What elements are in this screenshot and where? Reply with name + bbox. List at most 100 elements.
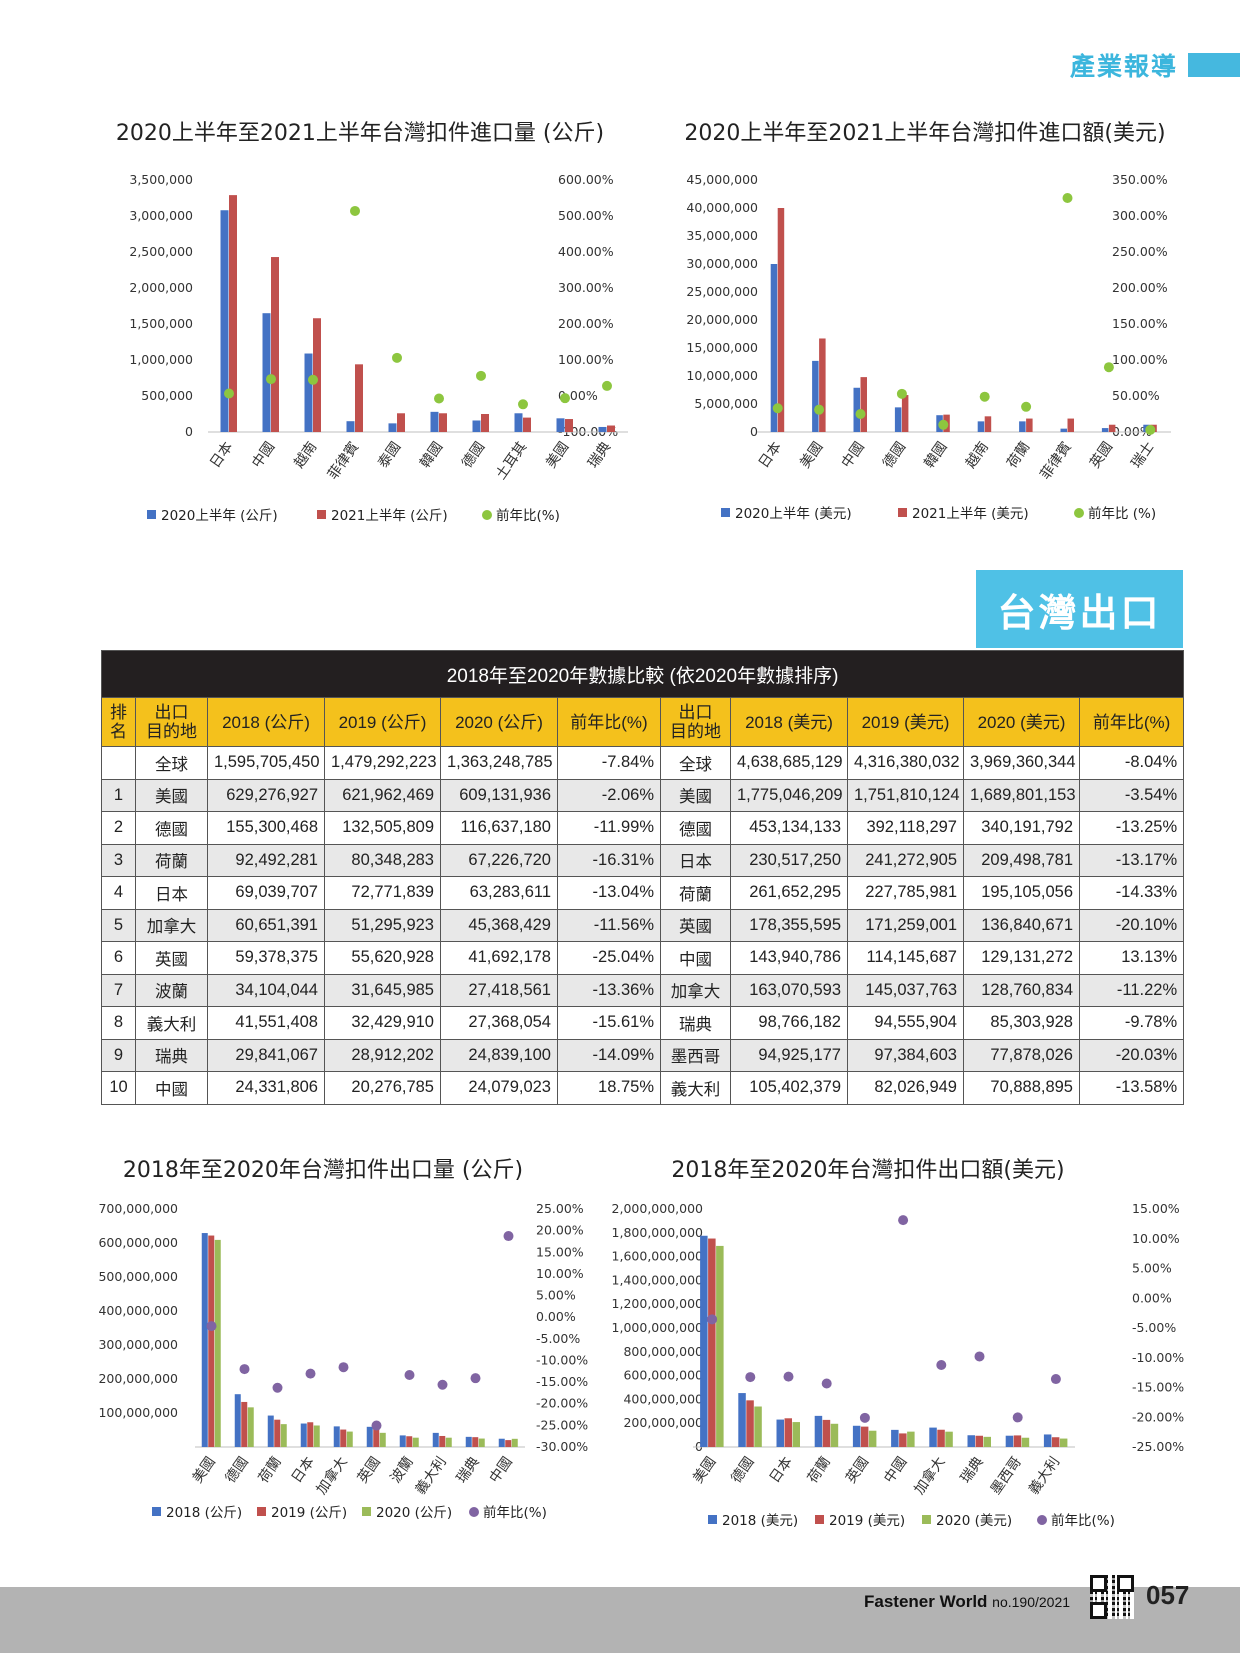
export-section-banner: 台灣出口 bbox=[976, 570, 1183, 648]
table-cell: 英國 bbox=[135, 941, 208, 975]
y-tick-label: 1,600,000,000 bbox=[612, 1249, 703, 1264]
bar bbox=[262, 313, 271, 432]
table-header-cell: 出口 目的地 bbox=[660, 697, 731, 747]
table-cell: 241,272,905 bbox=[847, 843, 964, 877]
import-volume-chart: 2020上半年至2021上半年台灣扣件進口量 (公斤) 3,500,000 3,00… bbox=[90, 118, 650, 528]
category-label: 美國 bbox=[543, 439, 572, 471]
table-cell: 1,775,046,209 bbox=[730, 778, 848, 812]
section-header-label: 產業報導 bbox=[1069, 52, 1178, 81]
category-label: 義大利 bbox=[1025, 1454, 1063, 1498]
y2-tick-label: -5.00% bbox=[1132, 1320, 1176, 1335]
table-header-label: 2019 (美元) bbox=[861, 712, 950, 732]
import-value-chart: 2020上半年至2021上半年台灣扣件進口額(美元) 45,000,000 40,0… bbox=[665, 118, 1185, 528]
y2-tick-label: 0.00% bbox=[536, 1309, 576, 1324]
table-cell: 621,962,469 bbox=[324, 778, 441, 812]
table-cell: 20,276,785 bbox=[324, 1071, 441, 1105]
table-cell: 45,368,429 bbox=[440, 908, 558, 942]
y-tick-label: 2,000,000 bbox=[129, 280, 193, 295]
legend-marker bbox=[708, 1515, 717, 1524]
ratio-point bbox=[855, 409, 866, 419]
bar bbox=[313, 318, 321, 432]
bar bbox=[271, 257, 279, 432]
table-cell: 41,551,408 bbox=[207, 1006, 325, 1040]
table-cell: 日本 bbox=[135, 876, 208, 910]
category-label: 英國 bbox=[842, 1454, 872, 1487]
y2-tick-label: 0.00% bbox=[1132, 1290, 1172, 1305]
bar bbox=[853, 387, 860, 432]
y-tick-label: 1,200,000,000 bbox=[612, 1296, 703, 1311]
y-tick-label: 3,000,000 bbox=[129, 208, 193, 223]
bar bbox=[478, 1438, 485, 1447]
bar bbox=[822, 1419, 831, 1447]
category-label: 土耳其 bbox=[493, 439, 530, 483]
y2-tick-label: 5.00% bbox=[1132, 1261, 1172, 1276]
y-tick-label: 200,000,000 bbox=[623, 1415, 703, 1430]
header-line: 出口 bbox=[154, 703, 189, 722]
bar bbox=[1043, 1434, 1052, 1447]
export-comparison-table: 2018年至2020年數據比較 (依2020年數據排序) 排名出口 目的地 2018… bbox=[100, 650, 1185, 1105]
table-cell: 墨西哥 bbox=[660, 1038, 731, 1072]
ratio-point bbox=[974, 1351, 985, 1362]
table-cell: -8.04% bbox=[1078, 746, 1185, 780]
bar bbox=[1067, 418, 1074, 432]
bar bbox=[412, 1437, 419, 1447]
y-tick-label: 1,000,000 bbox=[129, 352, 193, 367]
bar bbox=[598, 426, 607, 432]
bar bbox=[899, 1433, 907, 1447]
category-label: 荷蘭 bbox=[1004, 439, 1033, 471]
legend-label: 2019 (美元) bbox=[829, 1513, 905, 1529]
section-header-bar bbox=[1188, 53, 1240, 77]
table-header-cell: 2020 (公斤) bbox=[440, 697, 558, 747]
y2-tick-label: 15.00% bbox=[1132, 1201, 1180, 1216]
export-value-chart: 2018年至2020年台灣扣件出口額(美元) 2,000,000,000 1,800… bbox=[600, 1155, 1200, 1555]
category-label: 義大利 bbox=[412, 1454, 450, 1498]
bar bbox=[1019, 421, 1026, 432]
y2-tick-label: 50.00% bbox=[1112, 388, 1160, 403]
table-cell: 63,283,611 bbox=[440, 876, 558, 910]
table-cell: 5 bbox=[101, 908, 136, 942]
bar bbox=[432, 1432, 439, 1447]
bar bbox=[937, 1429, 945, 1447]
bar bbox=[406, 1436, 413, 1447]
y2-tick-label: 100.00% bbox=[1112, 352, 1168, 367]
bar bbox=[201, 1233, 208, 1447]
y2-tick-label: -20.00% bbox=[536, 1396, 588, 1411]
bar bbox=[746, 1400, 754, 1447]
category-label: 瑞典 bbox=[958, 1454, 987, 1486]
table-cell: 美國 bbox=[135, 778, 208, 812]
table-cell: -25.04% bbox=[557, 941, 661, 975]
bar bbox=[792, 1422, 800, 1447]
chart-title: 2018年至2020年台灣扣件出口額(美元) bbox=[671, 1158, 1064, 1183]
legend-label: 前年比(%) bbox=[483, 1504, 547, 1521]
table-cell: -13.25% bbox=[1078, 811, 1185, 845]
table-cell: 7 bbox=[101, 973, 136, 1007]
y2-tick-label: 300.00% bbox=[1112, 208, 1168, 223]
y-tick-label: 20,000,000 bbox=[686, 312, 758, 327]
chart-title: 2020上半年至2021上半年台灣扣件進口量 (公斤) bbox=[116, 121, 604, 146]
table-cell: 143,940,786 bbox=[730, 941, 848, 975]
chart-title: 2020上半年至2021上半年台灣扣件進口額(美元) bbox=[684, 121, 1165, 146]
export-volume-chart: 2018年至2020年台灣扣件出口量 (公斤) 700,000,000 600,00… bbox=[90, 1155, 588, 1555]
category-label: 德國 bbox=[223, 1454, 252, 1486]
legend-marker bbox=[469, 1507, 479, 1517]
bar bbox=[220, 210, 229, 432]
footer-brand: Fastener World no.190/2021 bbox=[864, 1592, 1070, 1612]
table-cell: 24,331,806 bbox=[207, 1071, 325, 1105]
table-cell: 114,145,687 bbox=[847, 941, 964, 975]
table-cell: 98,766,182 bbox=[730, 1006, 848, 1040]
table-cell: -11.56% bbox=[557, 908, 661, 942]
bar bbox=[465, 1436, 472, 1447]
ratio-point bbox=[350, 205, 360, 216]
ratio-point bbox=[470, 1373, 481, 1384]
category-label: 越南 bbox=[291, 439, 320, 471]
category-label: 瑞典 bbox=[454, 1454, 483, 1486]
y-tick-label: 15,000,000 bbox=[686, 340, 758, 355]
ratio-point bbox=[898, 1215, 909, 1226]
table-cell: -14.33% bbox=[1078, 876, 1185, 910]
table-row: 6 英國 59,378,375 55,620,928 41,692,178 -25.04%… bbox=[101, 941, 1185, 975]
bar bbox=[556, 418, 565, 432]
bar bbox=[777, 208, 785, 432]
table-cell: 中國 bbox=[135, 1071, 208, 1105]
legend-label: 2019 (公斤) bbox=[271, 1505, 347, 1521]
y2-tick-label: 400.00% bbox=[558, 244, 614, 259]
